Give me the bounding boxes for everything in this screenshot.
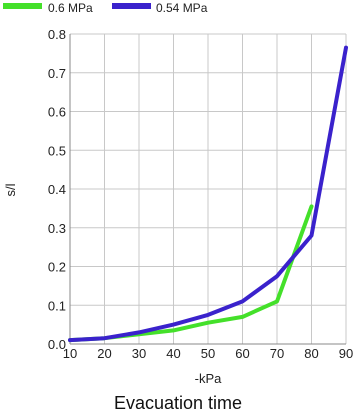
x-tick-label: 10 xyxy=(63,346,77,361)
x-tick-label: 20 xyxy=(97,346,111,361)
y-tick-label: 0.2 xyxy=(48,260,66,275)
series-line-1 xyxy=(68,45,348,343)
grid xyxy=(69,33,347,345)
x-tick-label: 60 xyxy=(235,346,249,361)
x-tick-labels: 10 20 30 40 50 60 70 80 90 xyxy=(63,346,353,361)
y-tick-label: 0.3 xyxy=(48,221,66,236)
y-tick-label: 0.5 xyxy=(48,143,66,158)
y-tick-label: 0.7 xyxy=(48,66,66,81)
y-tick-labels: 0.0 0.1 0.2 0.3 0.4 0.5 0.6 0.7 0.8 xyxy=(48,27,66,352)
y-tick-label: 0.0 xyxy=(48,337,66,352)
y-tick-label: 0.4 xyxy=(48,182,66,197)
x-tick-label: 90 xyxy=(339,346,353,361)
y-tick-label: 0.6 xyxy=(48,105,66,120)
legend-swatch-0 xyxy=(3,3,42,9)
x-tick-label: 30 xyxy=(132,346,146,361)
y-tick-label: 0.1 xyxy=(48,298,66,313)
legend: 0.6 MPa 0.54 MPa xyxy=(3,1,208,15)
x-tick-label: 40 xyxy=(166,346,180,361)
x-tick-label: 80 xyxy=(304,346,318,361)
x-axis-title: -kPa xyxy=(195,371,223,386)
y-axis-title: s/l xyxy=(3,183,18,196)
series-lines xyxy=(68,45,348,343)
x-tick-label: 50 xyxy=(201,346,215,361)
legend-label-1: 0.54 MPa xyxy=(156,1,208,15)
chart-caption: Evacuation time xyxy=(114,393,242,413)
legend-swatch-1 xyxy=(112,3,151,9)
y-tick-label: 0.8 xyxy=(48,27,66,42)
legend-label-0: 0.6 MPa xyxy=(48,1,93,15)
axes xyxy=(69,34,346,345)
x-tick-label: 70 xyxy=(270,346,284,361)
